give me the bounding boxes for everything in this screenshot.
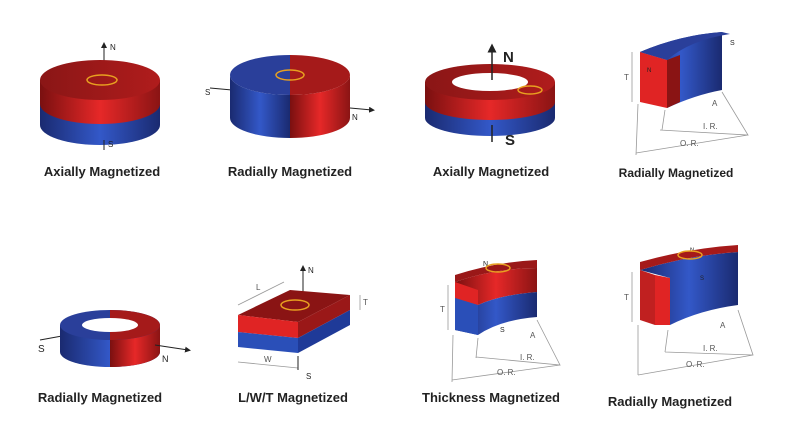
dimension-label: A xyxy=(530,331,536,340)
radial-disc-magnet: S N xyxy=(205,55,375,138)
dimension-label: A xyxy=(720,321,726,330)
dimension-label: I. R. xyxy=(703,344,718,353)
caption-radially-magnetized-arc-2: Radially Magnetized xyxy=(607,394,733,409)
dimension-label: S xyxy=(700,276,704,282)
dimension-label: N xyxy=(503,49,514,66)
dimension-label: N xyxy=(483,261,488,268)
caption-lwt-magnetized: L/W/T Magnetized xyxy=(238,390,348,405)
dimension-label: T xyxy=(624,293,629,302)
dimension-label: N xyxy=(110,43,116,52)
dimension-label: S xyxy=(730,40,735,47)
dimension-label: L xyxy=(256,283,261,292)
dimension-label: O. R. xyxy=(686,360,705,369)
dimension-label: I. R. xyxy=(520,353,535,362)
dimension-label: S xyxy=(306,372,311,381)
dimension-label: N xyxy=(352,113,358,122)
thickness-arc-magnet: N S T A I. R. O. R. xyxy=(440,260,561,383)
axial-disc-magnet: N S xyxy=(40,42,160,150)
caption-axially-magnetized-ring: Axially Magnetized xyxy=(432,164,550,179)
dimension-label: S xyxy=(505,132,515,149)
caption-axially-magnetized-disc: Axially Magnetized xyxy=(43,164,161,179)
dimension-label: I. R. xyxy=(703,122,718,131)
dimension-label: T xyxy=(624,73,629,82)
caption-thickness-magnetized: Thickness Magnetized xyxy=(422,390,560,405)
dimension-label: W xyxy=(264,355,272,364)
dimension-label: S xyxy=(108,140,113,149)
dimension-label: N xyxy=(162,354,169,364)
dimension-label: S xyxy=(205,88,210,97)
dimension-label: S xyxy=(500,327,505,334)
dimension-label: N xyxy=(308,266,314,275)
block-magnet: N L W T S xyxy=(237,265,368,381)
radial-ring-magnet: S N xyxy=(38,310,191,367)
radial-arc-magnet: N S T A I. R. O. R. xyxy=(624,32,749,156)
dimension-label: S xyxy=(38,344,45,355)
dimension-label: T xyxy=(440,305,445,314)
dimension-label: O. R. xyxy=(680,139,699,148)
dimension-label: T xyxy=(363,298,368,307)
axial-ring-magnet: N S xyxy=(425,43,555,149)
caption-radially-magnetized-ring: Radially Magnetized xyxy=(37,390,163,405)
caption-radially-magnetized-arc: Radially Magnetized xyxy=(618,166,734,180)
dimension-label: O. R. xyxy=(497,368,516,377)
caption-radially-magnetized-disc: Radially Magnetized xyxy=(227,164,353,179)
radial-arc-magnet-2: N S T A I. R. O. R. xyxy=(624,245,754,376)
dimension-label: A xyxy=(712,99,718,108)
dimension-label: N xyxy=(647,68,651,74)
